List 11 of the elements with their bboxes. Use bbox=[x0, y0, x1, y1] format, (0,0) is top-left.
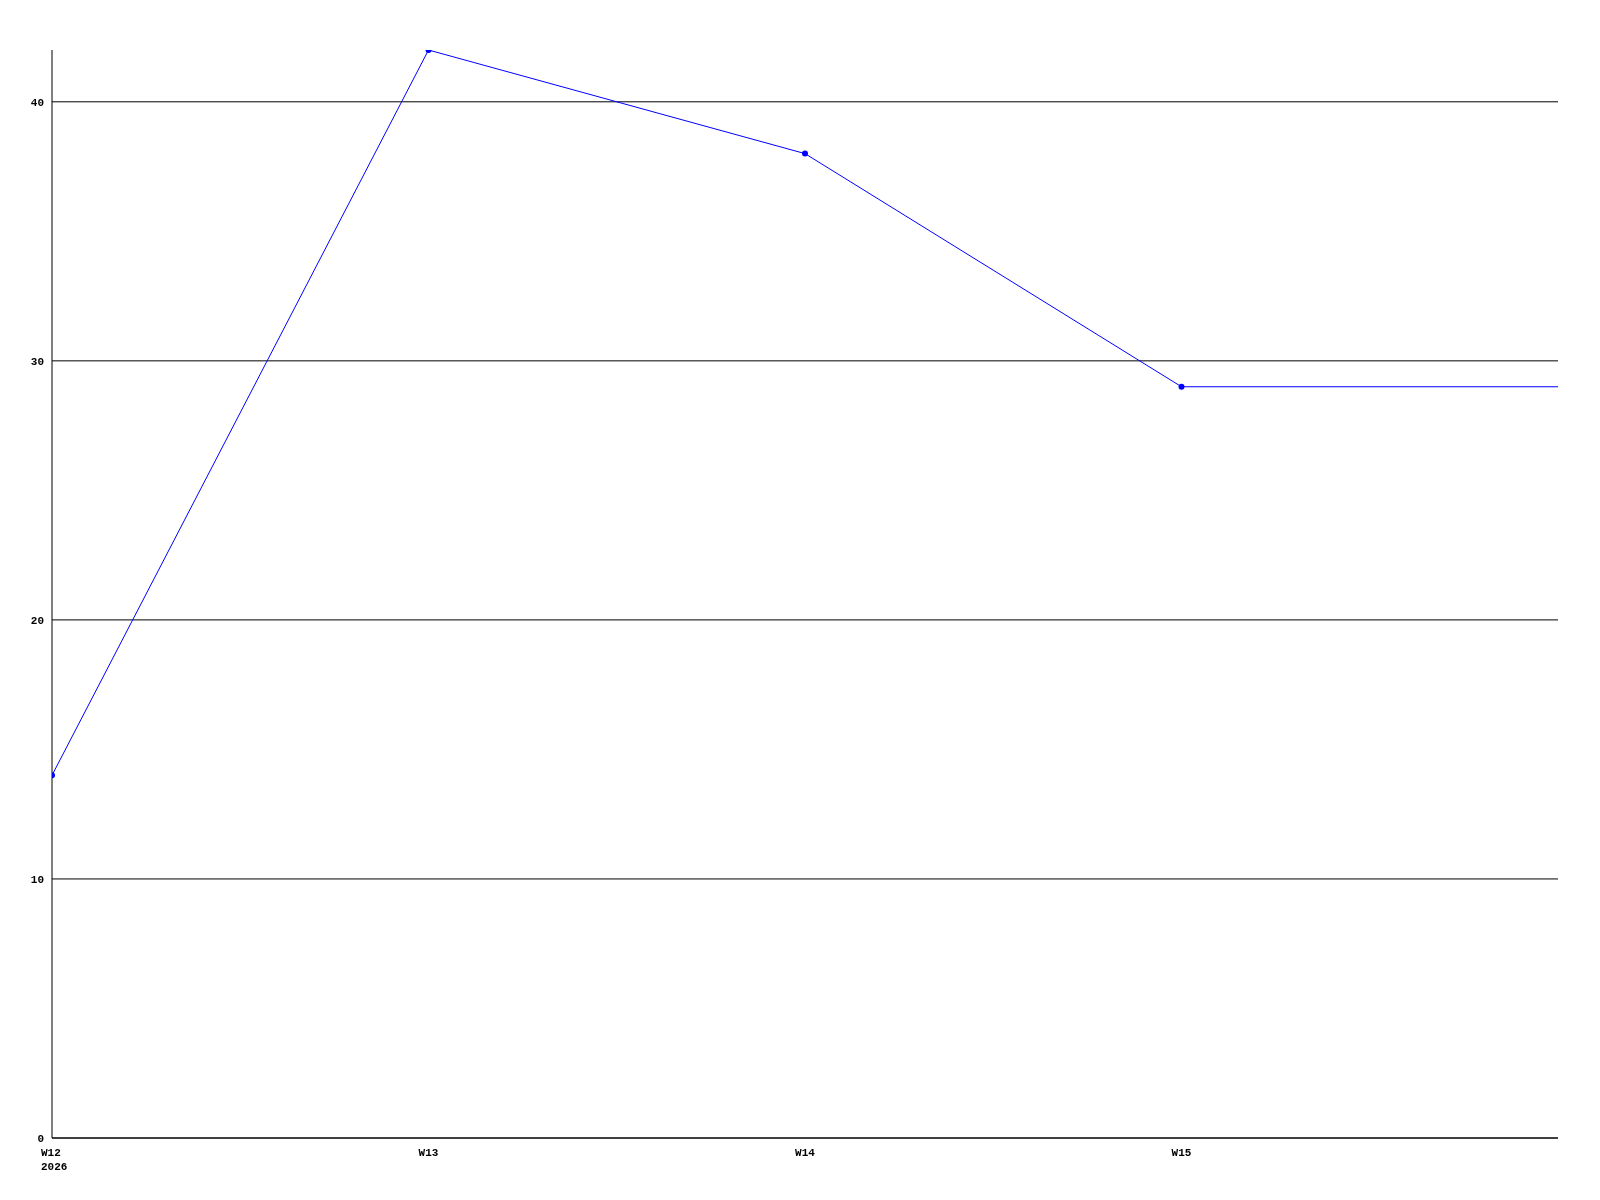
y-tick-label: 0 bbox=[37, 1132, 44, 1145]
y-tick-label: 10 bbox=[30, 873, 44, 886]
point bbox=[1178, 383, 1185, 390]
point bbox=[802, 150, 808, 157]
x-tick-label: W13 bbox=[418, 1147, 439, 1159]
y-tick-label: 40 bbox=[30, 96, 44, 109]
x-tick-label: W14 bbox=[795, 1147, 816, 1159]
y-tick-label: 30 bbox=[30, 355, 44, 368]
x-tick-label: W12 2026 bbox=[41, 1147, 68, 1173]
y-tick-label: 20 bbox=[30, 614, 44, 627]
x-tick-label: W15 bbox=[1171, 1147, 1192, 1159]
